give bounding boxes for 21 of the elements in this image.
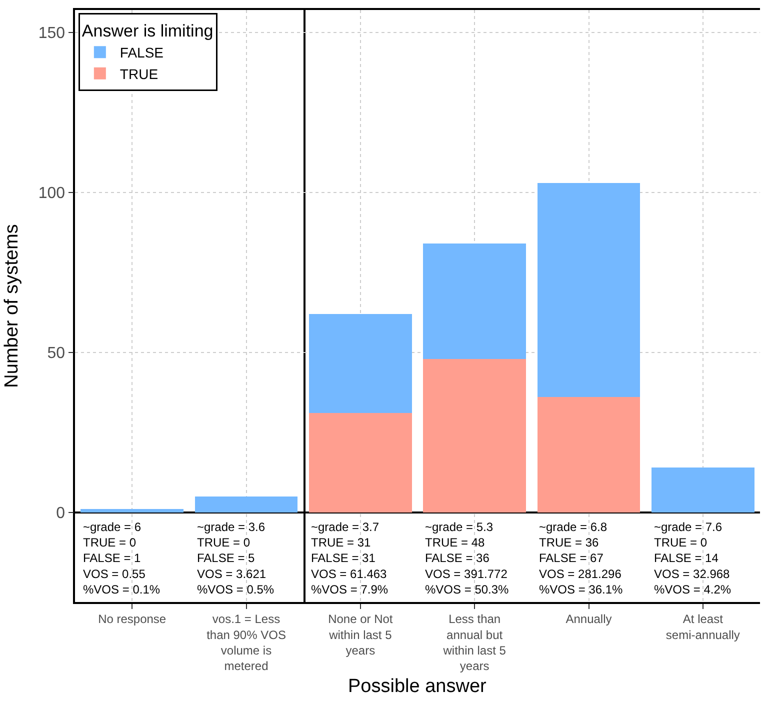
legend-label: TRUE (120, 66, 158, 82)
x-tick-label: Annually (566, 612, 612, 626)
x-tick-label: vos.1 = Less than 90% VOS volume is metered (206, 612, 286, 673)
x-axis-title: Possible answer (348, 676, 488, 697)
legend-title: Answer is limiting (82, 22, 214, 41)
x-tick-label: At least semi-annually (666, 612, 740, 642)
y-tick-label: 0 (56, 505, 66, 522)
annotation: ~grade = 3.7 TRUE = 31 FALSE = 31 VOS = 61.463 %VOS = 7.9% (311, 520, 388, 596)
y-axis-title: Number of systems (2, 224, 23, 388)
annotation: ~grade = 3.6 TRUE = 0 FALSE = 5 VOS = 3.621 %VOS = 0.5% (197, 520, 274, 596)
annotation: ~grade = 7.6 TRUE = 0 FALSE = 14 VOS = 32.968 %VOS = 4.2% (654, 520, 732, 596)
annotation: ~grade = 6.8 TRUE = 36 FALSE = 67 VOS = 281.296 %VOS = 36.1% (539, 520, 624, 596)
legend-label: FALSE (120, 44, 164, 61)
y-tick-label: 100 (38, 185, 66, 202)
annotation: ~grade = 5.3 TRUE = 48 FALSE = 36 VOS = 391.772 %VOS = 50.3% (425, 520, 510, 596)
x-tick-label: No response (98, 612, 166, 626)
annotation: ~grade = 6 TRUE = 0 FALSE = 1 VOS = 0.55 %VOS = 0.1% (83, 520, 160, 596)
x-tick-label: Less than annual but within last 5 years (442, 612, 506, 673)
y-tick-label: 50 (47, 345, 66, 362)
y-tick-label: 150 (38, 25, 66, 42)
x-tick-label: None or Not within last 5 years (328, 612, 394, 658)
